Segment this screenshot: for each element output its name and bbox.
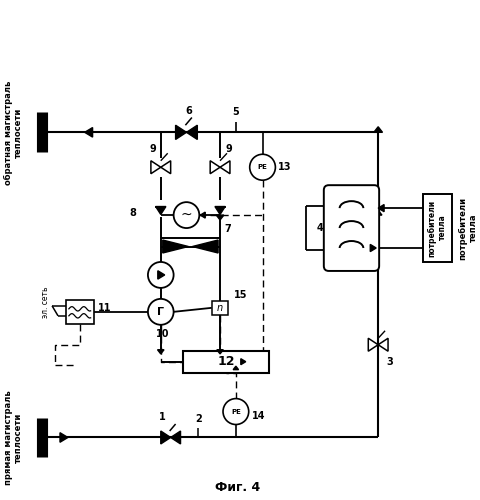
Text: 2: 2	[195, 414, 202, 424]
Polygon shape	[60, 432, 68, 442]
Circle shape	[250, 154, 276, 180]
Text: 10: 10	[156, 329, 169, 339]
Text: 9: 9	[225, 144, 232, 154]
FancyBboxPatch shape	[182, 350, 269, 372]
Polygon shape	[192, 240, 218, 253]
Polygon shape	[158, 270, 165, 279]
Polygon shape	[370, 244, 376, 252]
Text: 3: 3	[386, 356, 393, 366]
Text: 15: 15	[234, 290, 247, 300]
Polygon shape	[215, 206, 225, 214]
Text: потребители
тепла: потребители тепла	[458, 196, 478, 260]
Polygon shape	[171, 431, 180, 444]
Circle shape	[174, 202, 199, 228]
Text: n: n	[217, 303, 223, 313]
Text: эл. сеть: эл. сеть	[41, 286, 50, 318]
Text: 4: 4	[317, 223, 324, 233]
Polygon shape	[378, 204, 384, 212]
Polygon shape	[186, 125, 197, 140]
Circle shape	[148, 262, 174, 288]
Polygon shape	[374, 126, 383, 132]
Polygon shape	[176, 125, 186, 140]
Text: Г: Г	[157, 307, 164, 317]
Text: ~: ~	[180, 208, 192, 222]
Text: Фиг. 4: Фиг. 4	[215, 481, 261, 494]
Text: 13: 13	[278, 162, 292, 172]
Text: 5: 5	[232, 108, 239, 118]
Text: обратная магистраль
теплосети: обратная магистраль теплосети	[4, 80, 23, 184]
Polygon shape	[368, 338, 378, 351]
FancyBboxPatch shape	[66, 300, 94, 324]
Text: 9: 9	[149, 144, 156, 154]
Polygon shape	[374, 210, 382, 215]
Text: 11: 11	[97, 303, 111, 313]
Text: PE: PE	[231, 408, 241, 414]
FancyBboxPatch shape	[422, 194, 452, 262]
Polygon shape	[217, 350, 223, 354]
Polygon shape	[220, 160, 230, 173]
Polygon shape	[156, 206, 166, 214]
Text: 8: 8	[129, 208, 136, 218]
Text: 14: 14	[252, 410, 265, 420]
Text: прямая магистраль
теплосети: прямая магистраль теплосети	[4, 390, 23, 485]
Polygon shape	[216, 215, 224, 220]
Circle shape	[148, 299, 174, 325]
Polygon shape	[161, 431, 171, 444]
Polygon shape	[157, 350, 164, 354]
Polygon shape	[151, 160, 161, 173]
Polygon shape	[233, 366, 239, 370]
Text: 6: 6	[185, 106, 192, 117]
Polygon shape	[161, 160, 171, 173]
Polygon shape	[378, 338, 388, 351]
Circle shape	[223, 398, 249, 424]
Polygon shape	[84, 128, 93, 137]
Polygon shape	[163, 240, 189, 253]
Text: 1: 1	[159, 412, 166, 422]
Text: 12: 12	[217, 355, 235, 368]
FancyBboxPatch shape	[212, 301, 228, 315]
Text: PE: PE	[258, 164, 267, 170]
FancyBboxPatch shape	[324, 185, 379, 271]
Text: потребители
тепла: потребители тепла	[428, 200, 447, 256]
Polygon shape	[241, 358, 246, 364]
Polygon shape	[210, 160, 220, 173]
Polygon shape	[200, 212, 205, 218]
Text: 7: 7	[224, 224, 231, 234]
